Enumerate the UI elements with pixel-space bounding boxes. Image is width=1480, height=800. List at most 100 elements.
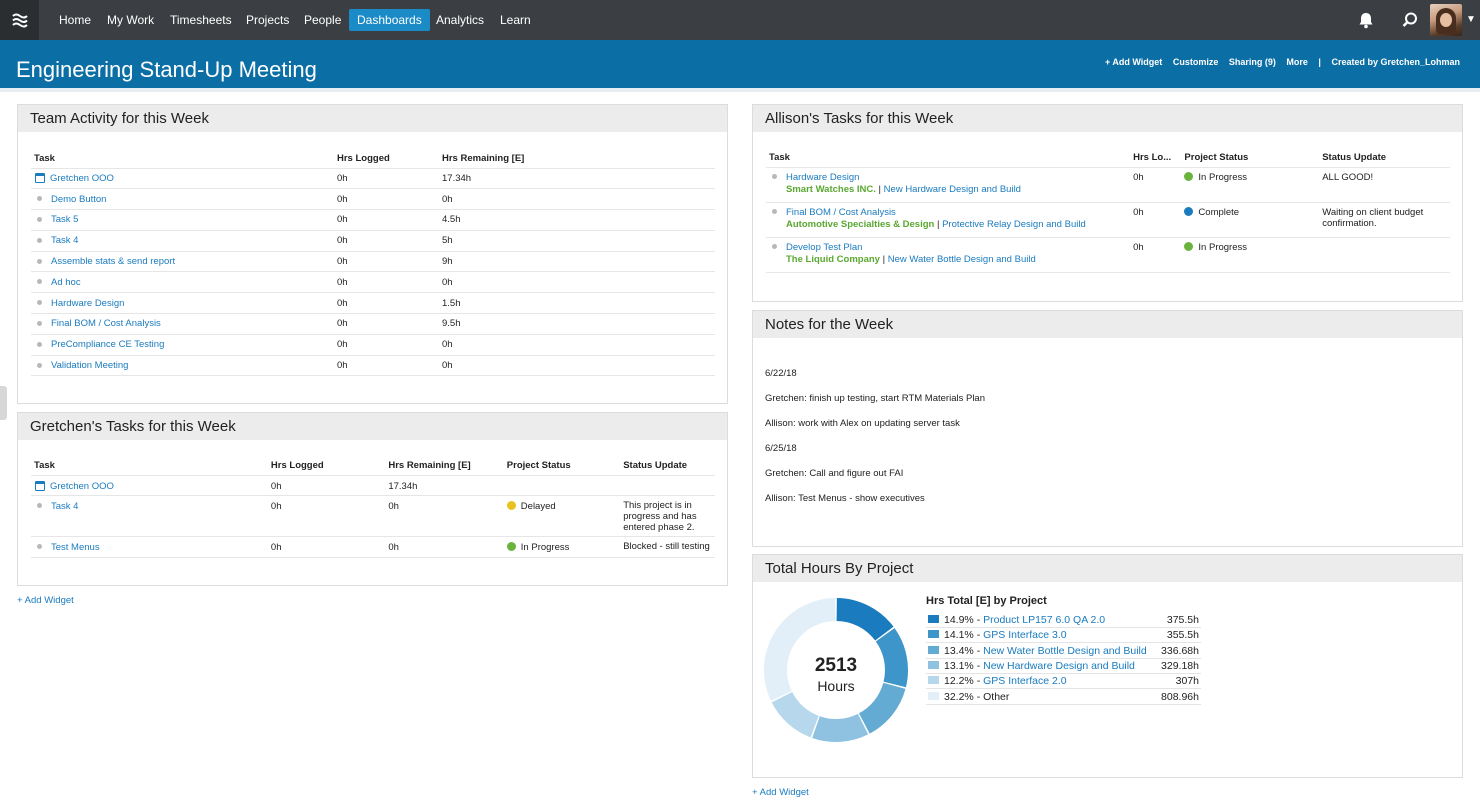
- legend-label: 13.4% - New Water Bottle Design and Buil…: [944, 644, 1147, 659]
- task-link[interactable]: Develop Test Plan: [786, 241, 863, 253]
- hrs-logged-cell: 0h: [1130, 167, 1182, 203]
- nav-projects[interactable]: Projects: [246, 13, 290, 27]
- legend-dash: -: [973, 644, 984, 657]
- column-header[interactable]: Task: [31, 457, 268, 476]
- column-header[interactable]: Status Update: [620, 457, 715, 476]
- hours-donut-chart: 2513 Hours: [764, 598, 908, 742]
- task-link[interactable]: Final BOM / Cost Analysis: [786, 206, 896, 218]
- task-cell: Ad hoc: [31, 271, 334, 294]
- column-header[interactable]: Hrs Lo...: [1130, 149, 1182, 168]
- bullet-icon: [37, 503, 42, 509]
- customize-link[interactable]: Customize: [1172, 57, 1219, 67]
- legend-project-link[interactable]: GPS Interface 3.0: [983, 629, 1067, 642]
- task-link[interactable]: Validation Meeting: [51, 360, 129, 372]
- task-link[interactable]: Gretchen OOO: [50, 480, 114, 492]
- task-link[interactable]: Ad hoc: [51, 276, 81, 288]
- client-link[interactable]: Automotive Specialties & Design: [786, 219, 935, 230]
- nav-people[interactable]: People: [304, 13, 342, 27]
- hrs-logged-cell: 0h: [334, 251, 439, 273]
- nav-learn[interactable]: Learn: [500, 13, 531, 27]
- status-dot-icon: [506, 542, 516, 551]
- project-link[interactable]: New Hardware Design and Build: [883, 184, 1021, 195]
- user-avatar[interactable]: [1430, 4, 1462, 36]
- task-link[interactable]: Hardware Design: [51, 297, 125, 309]
- task-link[interactable]: Gretchen OOO: [50, 172, 114, 184]
- nav-my-work[interactable]: My Work: [107, 13, 155, 27]
- hrs-logged-cell: 0h: [267, 475, 386, 496]
- column-header[interactable]: Hrs Remaining [E]: [439, 150, 715, 169]
- widget-title: Allison's Tasks for this Week: [753, 105, 1462, 132]
- donut-segment[interactable]: [771, 692, 819, 738]
- chevron-down-icon[interactable]: ▼: [1466, 14, 1476, 25]
- task-link[interactable]: Demo Button: [51, 193, 107, 205]
- nav-home[interactable]: Home: [59, 13, 92, 27]
- task-cell: Demo Button: [31, 188, 334, 211]
- client-link[interactable]: Smart Watches INC.: [786, 184, 876, 195]
- task-link[interactable]: Task 4: [51, 235, 79, 247]
- note-line: 6/25/18: [765, 443, 797, 454]
- column-header[interactable]: Task: [31, 150, 334, 169]
- column-header[interactable]: Hrs Remaining [E]: [385, 457, 504, 476]
- note-line: Allison: Test Menus - show executives: [765, 493, 925, 504]
- legend-row: 32.2% - Other 808.96h: [926, 690, 1201, 705]
- nav-analytics[interactable]: Analytics: [436, 13, 485, 27]
- nav-dashboards[interactable]: Dashboards: [349, 9, 430, 31]
- bell-icon[interactable]: [1356, 10, 1376, 30]
- column-header[interactable]: Project Status: [1181, 149, 1320, 168]
- task-link[interactable]: Assemble stats & send report: [51, 256, 176, 268]
- search-icon[interactable]: [1400, 10, 1420, 30]
- hrs-logged-cell: 0h: [334, 230, 439, 252]
- bullet-icon: [37, 237, 42, 243]
- app-menu-button[interactable]: [0, 0, 39, 40]
- bullet-icon: [37, 320, 42, 326]
- donut-segment[interactable]: [836, 598, 894, 641]
- column-header[interactable]: Status Update: [1319, 149, 1450, 168]
- calendar-icon: [35, 173, 45, 184]
- legend-label: 14.9% - Product LP157 6.0 QA 2.0: [944, 613, 1105, 628]
- allison-tasks-widget: Allison's Tasks for this Week Task Hrs L…: [752, 104, 1463, 302]
- legend-project-link[interactable]: Product LP157 6.0 QA 2.0: [983, 614, 1106, 626]
- donut-segment[interactable]: [764, 598, 836, 701]
- status-update-cell: [620, 475, 715, 496]
- legend-row: 14.1% - GPS Interface 3.0 355.5h: [926, 628, 1201, 644]
- status-label: In Progress: [1198, 241, 1247, 253]
- more-link[interactable]: More: [1286, 57, 1308, 67]
- notes-widget: Notes for the Week 6/22/18 Gretchen: fin…: [752, 310, 1463, 547]
- legend-hours: 307h: [1175, 675, 1199, 688]
- status-label: Delayed: [520, 501, 556, 512]
- sharing-link[interactable]: Sharing (9): [1228, 57, 1276, 67]
- add-widget-link[interactable]: + Add Widget: [752, 787, 809, 798]
- column-header[interactable]: Task: [766, 149, 1131, 168]
- task-cell: Final BOM / Cost Analysis: [31, 313, 334, 335]
- task-link[interactable]: Task 5: [51, 214, 79, 226]
- status-update-cell: Waiting on client budget confirmation.: [1319, 202, 1450, 238]
- project-link[interactable]: Protective Relay Design and Build: [942, 219, 1086, 230]
- donut-segment[interactable]: [812, 713, 869, 742]
- gretchen-tasks-table: Task Hrs Logged Hrs Remaining [E] Projec…: [31, 457, 715, 558]
- legend-dash: -: [973, 629, 984, 642]
- project-link[interactable]: New Water Bottle Design and Build: [887, 254, 1036, 265]
- donut-segment[interactable]: [858, 682, 906, 734]
- legend-row: 12.2% - GPS Interface 2.0 307h: [926, 674, 1201, 690]
- legend-percent: 14.9%: [944, 614, 974, 626]
- task-link[interactable]: Hardware Design: [786, 171, 860, 183]
- client-link[interactable]: The Liquid Company: [786, 254, 880, 265]
- legend-project-link[interactable]: GPS Interface 2.0: [983, 675, 1067, 688]
- column-header[interactable]: Hrs Logged: [334, 150, 439, 169]
- legend-project-link[interactable]: New Hardware Design and Build: [983, 659, 1135, 672]
- task-link[interactable]: Final BOM / Cost Analysis: [51, 318, 161, 330]
- table-row: Demo Button 0h 0h: [31, 188, 715, 211]
- task-link[interactable]: Task 4: [51, 501, 79, 512]
- legend-project-link[interactable]: New Water Bottle Design and Build: [983, 644, 1147, 657]
- nav-timesheets[interactable]: Timesheets: [170, 13, 232, 27]
- column-header[interactable]: Hrs Logged: [267, 457, 386, 476]
- column-header[interactable]: Project Status: [503, 457, 621, 476]
- bullet-icon: [772, 208, 777, 214]
- task-link[interactable]: Test Menus: [51, 542, 100, 553]
- add-widget-link[interactable]: + Add Widget: [1104, 57, 1163, 67]
- side-panel-toggle[interactable]: [0, 386, 7, 420]
- donut-segment[interactable]: [875, 628, 908, 688]
- task-link[interactable]: PreCompliance CE Testing: [51, 339, 165, 351]
- add-widget-link[interactable]: + Add Widget: [17, 595, 74, 606]
- top-nav: Home My Work Timesheets Projects People …: [0, 0, 1480, 40]
